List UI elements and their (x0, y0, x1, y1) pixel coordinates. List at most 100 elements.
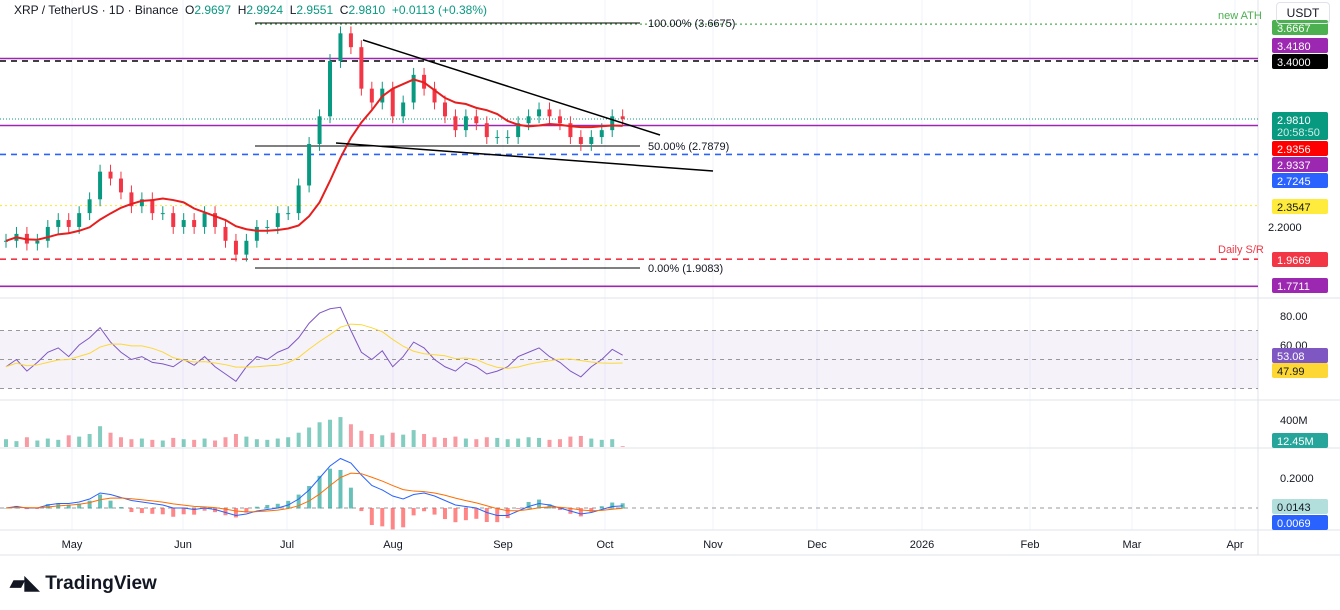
volume-bar (422, 434, 427, 447)
volume-bar (516, 438, 521, 447)
volume-bar (223, 437, 228, 447)
macd-histogram-bar (422, 508, 427, 512)
rsi-ma-value-label-bg (1272, 363, 1328, 378)
volume-bar (66, 435, 71, 447)
macd-histogram-bar (275, 503, 280, 509)
macd-histogram-bar (359, 508, 364, 512)
macd-histogram-bar (45, 504, 50, 509)
new-ath-label: new ATH (1218, 10, 1262, 22)
macd-histogram-bar (610, 502, 615, 509)
macd-histogram-bar (453, 508, 458, 523)
symbol-header: XRP / TetherUS · 1D · Binance O2.9697 H2… (14, 3, 487, 17)
macd-histogram-bar (181, 508, 186, 515)
candle-body (505, 137, 510, 139)
volume-bar (328, 419, 333, 447)
macd-histogram-bar (171, 508, 176, 517)
volume-bar (171, 437, 176, 447)
volume-bar (296, 432, 301, 447)
candle-body (98, 171, 103, 200)
price-label: 2.9356 (1277, 144, 1311, 156)
volume-bar (265, 439, 270, 447)
candle-body (296, 185, 301, 214)
candle-body (233, 240, 238, 255)
macd-histogram-bar (160, 508, 165, 515)
volume-bar (56, 439, 61, 447)
candle-body (328, 61, 333, 117)
open-label: O (184, 3, 195, 17)
close-label: C (339, 3, 349, 17)
macd-histogram-bar (599, 506, 604, 509)
symbol-title: XRP / TetherUS · 1D · Binance (14, 3, 179, 17)
macd-value-label-bg (1272, 499, 1328, 514)
x-tick-label: Apr (1226, 539, 1243, 551)
volume-bar (307, 427, 312, 447)
candle-body (401, 102, 406, 117)
volume-bar (401, 434, 406, 447)
candle-body (547, 109, 552, 117)
candle-body (620, 116, 625, 119)
volume-bar (568, 436, 573, 447)
tradingview-logo: ▰◣ TradingView (10, 572, 157, 595)
fib-100-label: 100.00% (3.6675) (648, 18, 735, 30)
volume-bar (45, 438, 50, 447)
macd-histogram-bar (348, 487, 353, 509)
candle-body (317, 116, 322, 144)
candle-body (254, 226, 259, 241)
volume-bar (348, 424, 353, 447)
signal-value-label: 0.0069 (1277, 518, 1311, 530)
volume-tick-label: 400M (1280, 415, 1308, 427)
candle-body (390, 88, 395, 117)
brand-name: TradingView (45, 572, 157, 594)
candle-body (516, 123, 521, 138)
price-label-bg (1272, 38, 1328, 53)
volume-bar (254, 439, 259, 447)
volume-value-label: 12.45M (1277, 436, 1314, 448)
macd-histogram-bar (369, 508, 374, 526)
volume-bar (411, 430, 416, 447)
macd-histogram-bar (589, 508, 594, 512)
close-value: 2.9810 (348, 3, 386, 17)
volume-bar (98, 426, 103, 447)
volume-bar (192, 439, 197, 447)
volume-bar (317, 422, 322, 447)
volume-bar (202, 438, 207, 447)
macd-histogram-bar (24, 508, 29, 510)
x-tick-label: Jun (174, 539, 192, 551)
rsi-value-label: 53.08 (1277, 351, 1305, 363)
macd-histogram-bar (411, 508, 416, 516)
volume-bar (87, 434, 92, 447)
candle-body (202, 213, 207, 227)
x-tick-label: Oct (596, 539, 613, 551)
rsi-ma-value-label: 47.99 (1277, 366, 1305, 378)
volume-bar (432, 437, 437, 447)
candle-body (129, 192, 134, 207)
macd-histogram-bar (129, 508, 134, 513)
upper-trendline (362, 39, 661, 136)
macd-histogram-bar (432, 508, 437, 515)
macd-histogram-bar (66, 504, 71, 509)
rsi-line (5, 306, 623, 382)
macd-histogram-bar (223, 508, 228, 516)
price-label: 1.9669 (1277, 255, 1311, 267)
volume-bar (547, 439, 552, 447)
macd-histogram-bar (390, 508, 395, 530)
candle-body (359, 47, 364, 89)
price-label: 2.9337 (1277, 160, 1311, 172)
fib-0-label: 0.00% (1.9083) (648, 263, 723, 275)
price-label: 2.9810 (1277, 115, 1311, 127)
x-tick-label: Sep (493, 539, 513, 551)
macd-histogram-bar (213, 508, 218, 513)
volume-bar (24, 437, 29, 447)
candle-body (463, 116, 468, 131)
price-label-bg (1272, 157, 1328, 172)
candle-body (589, 137, 594, 144)
candle-body (442, 102, 447, 117)
low-value: 2.9551 (296, 3, 334, 17)
candle-body (150, 199, 155, 214)
volume-bar (620, 446, 625, 447)
volume-value-label-bg (1272, 433, 1328, 448)
currency-button[interactable]: USDT (1276, 2, 1330, 24)
candle-body (484, 123, 489, 138)
candle-body (453, 116, 458, 131)
